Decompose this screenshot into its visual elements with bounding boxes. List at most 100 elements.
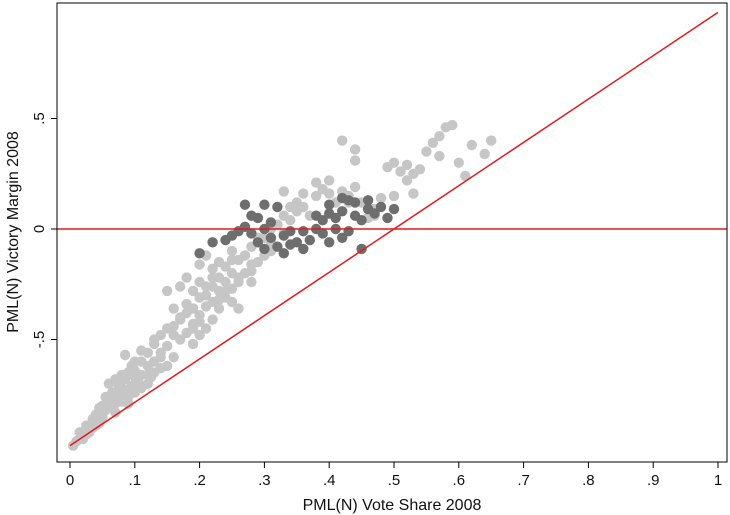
y-axis-title: PML(N) Victory Margin 2008: [5, 131, 22, 333]
scatter-point: [100, 391, 111, 403]
scatter-point: [285, 201, 296, 213]
scatter-point: [136, 356, 147, 367]
scatter-point: [324, 199, 335, 210]
x-tick-label: .8: [582, 472, 595, 489]
scatter-point: [246, 228, 257, 239]
x-tick-label: .4: [323, 472, 336, 489]
scatter-point: [337, 192, 348, 204]
scatter-point: [466, 139, 477, 151]
scatter-point: [311, 177, 322, 188]
scatter-point: [181, 272, 192, 283]
scatter-point: [259, 243, 270, 255]
scatter-point: [311, 190, 322, 202]
scatter-point: [119, 374, 131, 385]
scatter-point: [226, 254, 238, 266]
scatter-point: [421, 146, 432, 157]
scatter-point: [434, 150, 445, 162]
scatter-point: [324, 175, 335, 186]
scatter-point: [265, 217, 277, 228]
scatter-point: [233, 276, 244, 288]
scatter-point: [162, 340, 173, 352]
scatter-point: [207, 263, 218, 274]
scatter-point: [324, 237, 335, 248]
x-axis-title: PML(N) Vote Share 2008: [303, 497, 482, 514]
scatter-point: [298, 243, 309, 255]
scatter-point: [187, 338, 199, 350]
scatter-point: [349, 155, 361, 166]
scatter-point: [175, 314, 186, 325]
scatter-point: [207, 314, 218, 325]
x-tick-label: .1: [129, 472, 142, 489]
scatter-point: [162, 285, 173, 297]
scatter-point: [375, 192, 387, 204]
scatter-point: [447, 119, 458, 131]
scatter-point: [395, 166, 406, 177]
scatter-point: [246, 210, 257, 221]
scatter-point: [233, 226, 244, 237]
scatter-point: [213, 294, 225, 305]
scatter-point: [427, 137, 439, 148]
x-tick-label: .3: [258, 472, 271, 489]
scatter-point: [362, 195, 374, 206]
scatter-point: [317, 228, 328, 239]
scatter-point: [246, 259, 257, 270]
scatter-point: [207, 237, 218, 248]
scatter-point: [126, 360, 137, 372]
scatter-point: [349, 197, 361, 208]
x-tick-label: .5: [388, 472, 401, 489]
scatter-point: [155, 329, 166, 341]
scatter-point: [239, 268, 251, 279]
scatter-point: [220, 285, 231, 297]
scatter-point: [408, 168, 419, 179]
scatter-point: [330, 212, 341, 224]
scatter-point: [123, 398, 134, 409]
scatter-point: [337, 232, 348, 243]
scatter-point: [94, 402, 105, 414]
scatter-point: [213, 272, 225, 283]
scatter-point: [388, 203, 400, 215]
scatter-point: [155, 352, 166, 363]
y-tick-label: 0: [31, 225, 48, 233]
scatter-point: [213, 256, 225, 268]
scatter-point: [162, 323, 173, 334]
scatter-point: [213, 303, 225, 314]
scatter-point: [453, 157, 464, 168]
scatter-point: [401, 159, 413, 171]
plot-frame: [56, 2, 728, 463]
scatter-point: [272, 201, 283, 213]
scatter-point: [239, 250, 251, 261]
scatter-point: [298, 226, 309, 237]
axes-layer: 0 .1 .2 .3 .4 .5 .6 .7 .8 .9 1 -.5 0 .5: [31, 112, 722, 489]
scatter-point: [175, 281, 186, 292]
scatter-point: [194, 276, 205, 288]
scatter-point: [246, 276, 257, 288]
x-tick-label: .6: [453, 472, 466, 489]
reference-lines-layer: [57, 11, 727, 447]
scatter-point: [285, 239, 296, 250]
y-tick-label: .5: [31, 112, 48, 125]
scatter-point: [343, 226, 354, 237]
scatter-point: [265, 232, 277, 243]
scatter-point: [408, 188, 419, 199]
scatter-point: [149, 338, 160, 350]
scatter-point: [278, 248, 289, 259]
scatter-point: [375, 201, 387, 213]
scatter-point: [337, 206, 348, 217]
scatter-point: [337, 135, 348, 146]
x-tick-label: 1: [714, 472, 722, 489]
scatter-point: [207, 281, 218, 292]
x-tick-label: .7: [517, 472, 530, 489]
scatter-point: [194, 329, 205, 341]
scatter-point: [434, 131, 445, 142]
scatter-point: [194, 259, 205, 270]
scatter-point: [194, 248, 205, 259]
scatter-point: [317, 215, 328, 226]
scatter-point: [187, 323, 199, 334]
scatter-point: [239, 199, 251, 210]
marks-layer: [68, 119, 497, 451]
scatter-point: [226, 296, 238, 308]
scatter-point: [401, 175, 413, 186]
y-tick-label: -.5: [31, 331, 48, 349]
scatter-point: [233, 303, 244, 314]
